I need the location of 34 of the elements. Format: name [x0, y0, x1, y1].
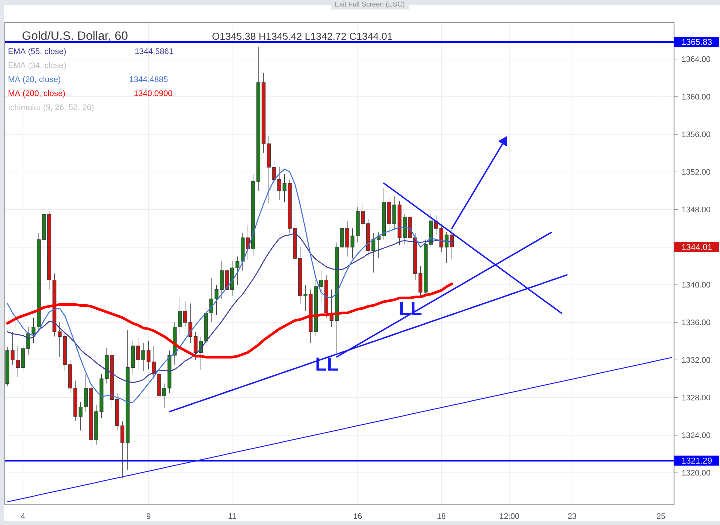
x-tick-label: 18 — [438, 514, 446, 520]
x-tick-label: 12:00 — [500, 514, 520, 520]
text: Ichimoku (9, 26, 52, 26) — [8, 104, 94, 112]
y-tick-label: 1320.00 — [682, 470, 710, 476]
annotation: 1344.4885 — [130, 76, 168, 82]
text: EMA (55, close) — [8, 48, 66, 56]
x-tick-label: 9 — [146, 514, 151, 520]
y-tick-label: 1356.00 — [682, 132, 710, 138]
y-tick-label: 1352.00 — [682, 169, 710, 176]
text: MA (200, close) — [8, 90, 66, 98]
y-tick-label: 1348.00 — [682, 206, 710, 213]
y-tick-label: 1364.00 — [682, 56, 710, 62]
x-tick-label: 4 — [21, 514, 26, 520]
y-tick-label: 1328.00 — [682, 394, 710, 401]
ref-line-label: 1321.29 — [682, 458, 712, 464]
y-tick-label: 1332.00 — [682, 357, 710, 364]
text: Gold/U.S. Dollar, 60 — [22, 31, 128, 42]
annotation: LL — [400, 302, 422, 316]
annotation: LL — [316, 358, 338, 371]
text: MA (20, close) — [8, 76, 61, 84]
y-tick-label: 1324.00 — [682, 432, 710, 438]
x-tick-label: 23 — [568, 514, 576, 520]
annotation: 1344.5861 — [136, 48, 174, 54]
x-tick-label: 25 — [657, 514, 666, 520]
ref-line-label: 1365.83 — [682, 39, 712, 46]
text: EMA (34, close) — [8, 62, 66, 70]
y-tick-label: 1336.00 — [682, 320, 710, 326]
x-tick-label: 16 — [354, 514, 362, 520]
text: 1344.01 — [682, 244, 712, 250]
x-tick-label: 11 — [228, 514, 236, 520]
text: O1345.38 H1345.42 L1342.72 C1344.01 — [212, 33, 392, 40]
y-tick-label: 1340.00 — [682, 282, 710, 288]
annotation: 1340.0900 — [134, 90, 172, 96]
y-tick-label: 1360.00 — [682, 94, 710, 100]
